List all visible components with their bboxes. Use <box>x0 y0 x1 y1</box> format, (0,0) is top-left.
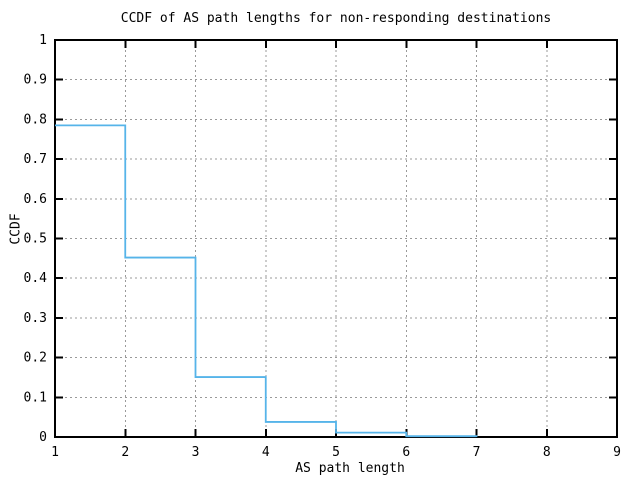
ccdf-step-line <box>55 124 478 438</box>
y-tick-label: 0.2 <box>24 351 47 366</box>
y-tick-label: 0.6 <box>24 192 47 207</box>
y-tick-label: 0.4 <box>24 271 48 286</box>
x-tick-label: 8 <box>543 445 551 460</box>
y-tick-label: 1 <box>39 33 47 48</box>
x-tick-label: 1 <box>51 445 59 460</box>
x-tick-label: 9 <box>613 445 621 460</box>
x-tick-label: 6 <box>402 445 410 460</box>
y-tick-label: 0.1 <box>24 390 47 405</box>
y-axis-label: CCDF <box>8 213 24 245</box>
y-tick-label: 0.8 <box>24 112 47 127</box>
x-tick-label: 5 <box>332 445 340 460</box>
y-tick-label: 0 <box>39 430 47 445</box>
x-tick-label: 7 <box>473 445 481 460</box>
y-tick-label: 0.3 <box>24 311 47 326</box>
x-tick-label: 2 <box>121 445 129 460</box>
x-tick-label: 4 <box>262 445 270 460</box>
y-tick-label: 0.7 <box>24 152 47 167</box>
y-tick-label: 0.9 <box>24 73 47 88</box>
x-tick-label: 3 <box>192 445 200 460</box>
x-axis-label: AS path length <box>295 461 405 476</box>
chart-title: CCDF of AS path lengths for non-respondi… <box>120 11 552 26</box>
y-tick-label: 0.5 <box>24 232 47 247</box>
